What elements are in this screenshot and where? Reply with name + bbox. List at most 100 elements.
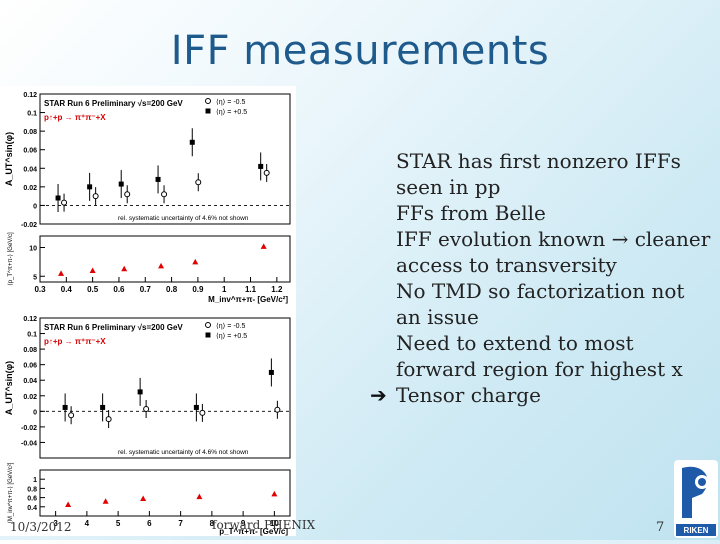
bullet-item: STAR has first nonzero IFFs seen in pp (370, 148, 715, 200)
mean-value-marker (158, 263, 164, 269)
x-tick-label: 6 (147, 519, 152, 528)
y-tick-label: 0 (33, 409, 37, 416)
x-tick-label: 0.9 (192, 285, 204, 294)
data-point-open (125, 192, 130, 197)
y-axis-label: A_UT^sin(φ) (4, 361, 14, 415)
y-tick-label: -0.02 (21, 222, 37, 229)
y-tick-label: -0.02 (21, 425, 37, 432)
y-tick-label: 0 (33, 203, 37, 210)
y-tick-label: 0.04 (23, 378, 37, 385)
x-tick-label: 7 (178, 519, 183, 528)
data-point-open (106, 417, 111, 422)
x-tick-label: 5 (116, 519, 121, 528)
data-point-filled (56, 196, 61, 201)
data-point-filled (258, 164, 263, 169)
data-point-open (162, 192, 167, 197)
y-tick-label: 0.12 (23, 92, 37, 99)
data-point-filled (194, 405, 199, 410)
sub-y-tick-label: 1 (33, 477, 37, 484)
mean-value-marker (261, 243, 267, 249)
legend-entry: ⟨η⟩ = -0.5 (216, 322, 246, 330)
sub-y-axis-label: ⟨p_T^π+π-⟩ [GeV/c] (7, 232, 14, 286)
data-point-filled (100, 405, 105, 410)
data-point-open (200, 410, 205, 415)
systematics-note: rel. systematic uncertainty of 4.6% not … (118, 215, 249, 222)
legend-marker-filled (206, 109, 211, 114)
process-label: p↑+p → π⁺π⁻+X (44, 113, 106, 122)
subplot-frame (40, 470, 290, 516)
riken-logo: RIKEN (672, 458, 720, 540)
sub-y-tick-label: 0.8 (27, 486, 37, 493)
footer-date: 10/3/2012 (10, 520, 72, 534)
legend-marker-open (206, 99, 211, 104)
bullet-item: Need to extend to most forward region fo… (370, 330, 715, 382)
legend-entry: ⟨η⟩ = +0.5 (216, 108, 247, 116)
y-tick-label: 0.12 (23, 316, 37, 323)
data-point-filled (87, 184, 92, 189)
x-tick-label: 4 (85, 519, 90, 528)
mean-value-marker (271, 491, 277, 497)
mean-value-marker (192, 259, 198, 265)
x-tick-label: 0.5 (87, 285, 99, 294)
sub-y-tick-label: 5 (33, 274, 37, 281)
mean-value-marker (65, 502, 71, 508)
data-point-open (196, 180, 201, 185)
data-point-open (275, 407, 280, 412)
y-tick-label: 0.08 (23, 347, 37, 354)
plot-header: STAR Run 6 Preliminary √s=200 GeV (44, 99, 183, 108)
data-point-open (62, 200, 67, 205)
subplot-frame (40, 236, 290, 282)
iff-figure: -0.02 0 0.02 0.04 0.06 0.08 0.1 0.12 5 10 0.3 0.4 0.… (0, 86, 296, 536)
sub-y-tick-label: 10 (29, 246, 37, 253)
mean-value-marker (103, 498, 109, 504)
y-axis-label: A_UT^sin(φ) (4, 132, 14, 186)
bullet-list: STAR has first nonzero IFFs seen in pp F… (370, 148, 715, 408)
y-tick-label: 0.04 (23, 166, 37, 173)
data-point-filled (63, 405, 68, 410)
data-point-open (69, 413, 74, 418)
bullet-item: FFs from Belle (370, 200, 715, 226)
sub-y-axis-label: ⟨M_inv^π+π-⟩ [GeV/c²] (7, 462, 14, 523)
y-tick-label: 0.02 (23, 394, 37, 401)
y-tick-label: 0.06 (23, 363, 37, 370)
data-point-open (264, 170, 269, 175)
y-tick-label: 0.1 (27, 332, 37, 339)
y-tick-label: 0.06 (23, 148, 37, 155)
sub-y-tick-label: 0.6 (27, 496, 37, 503)
data-point-open (144, 407, 149, 412)
mean-value-marker (140, 496, 146, 502)
x-tick-label: 0.7 (140, 285, 152, 294)
page-number: 7 (656, 520, 664, 535)
y-tick-label: 0.02 (23, 185, 37, 192)
x-tick-label: 1.2 (271, 285, 283, 294)
data-point-filled (138, 389, 143, 394)
arrow-right-icon: ➔ (370, 382, 387, 408)
slide-title: IFF measurements (0, 28, 720, 74)
data-point-open (93, 194, 98, 199)
mean-value-marker (121, 266, 127, 272)
legend-marker-open (206, 323, 211, 328)
data-point-filled (156, 177, 161, 182)
x-tick-label: 0.3 (34, 285, 46, 294)
logo-text: RIKEN (684, 526, 709, 535)
data-point-filled (190, 140, 195, 145)
bullet-item: IFF evolution known → cleaner access to … (370, 226, 715, 278)
data-point-filled (119, 182, 124, 187)
mean-value-marker (90, 268, 96, 274)
y-tick-label: -0.04 (21, 440, 37, 447)
mean-value-marker (196, 494, 202, 500)
legend-marker-filled (206, 333, 211, 338)
conclusion-item: ➔ Tensor charge (370, 382, 715, 408)
bullet-item: No TMD so factorization not an issue (370, 278, 715, 330)
y-tick-label: 0.1 (27, 111, 37, 118)
systematics-note: rel. systematic uncertainty of 4.6% not … (118, 449, 249, 456)
data-point-filled (269, 370, 274, 375)
plot-header: STAR Run 6 Preliminary √s=200 GeV (44, 323, 183, 332)
x-tick-label: 0.4 (61, 285, 73, 294)
process-label: p↑+p → π⁺π⁻+X (44, 337, 106, 346)
x-tick-label: 1 (222, 285, 227, 294)
y-tick-label: 0.08 (23, 129, 37, 136)
x-axis-label: M_inv^π+π- [GeV/c²] (208, 295, 288, 304)
x-tick-label: 0.8 (166, 285, 178, 294)
sub-y-tick-label: 0.4 (27, 505, 37, 512)
